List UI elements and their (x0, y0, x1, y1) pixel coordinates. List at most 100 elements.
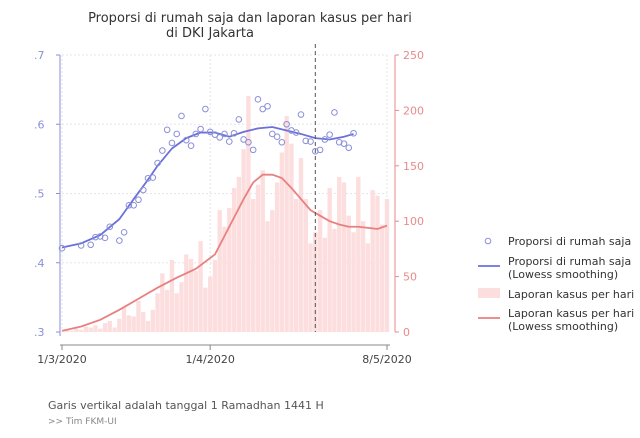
bar-cases (131, 316, 136, 332)
chart-title-line1: Proporsi di rumah saja dan laporan kasus… (88, 11, 412, 26)
left-tick-label: .7 (34, 49, 45, 62)
point-proportion (249, 146, 257, 154)
bar-cases (83, 326, 89, 332)
point-proportion (173, 130, 181, 138)
bar-cases (270, 210, 275, 332)
bar-cases (93, 325, 98, 332)
vertical-line-note: Garis vertikal adalah tanggal 1 Ramadhan… (48, 399, 324, 412)
bar-cases (117, 318, 122, 332)
bar-cases (322, 237, 328, 332)
bar-cases (88, 327, 93, 332)
bar-cases (327, 187, 332, 332)
bar-cases (298, 158, 304, 332)
point-proportion (149, 174, 157, 181)
legend-label: Laporan kasus per hari (508, 307, 634, 320)
bar-cases (160, 273, 165, 332)
point-proportion (221, 130, 228, 138)
legend-label: (Lowess smoothing) (508, 320, 618, 333)
point-proportion (264, 102, 271, 110)
point-proportion (154, 159, 161, 167)
point-proportion (225, 138, 233, 145)
point-proportion (96, 233, 104, 240)
bar-cases (212, 259, 218, 332)
bar-cases (337, 176, 342, 332)
bar-cases (365, 243, 371, 332)
point-proportion (316, 146, 324, 154)
bar-cases (121, 307, 127, 332)
legend-label: (Lowess smoothing) (508, 268, 618, 281)
bar-cases (184, 254, 189, 332)
series-line-cases-lowess (61, 173, 388, 332)
bar-cases (145, 320, 151, 332)
point-proportion (326, 131, 333, 138)
point-proportion (192, 130, 200, 138)
legend-symbol-bar (478, 288, 500, 298)
legend-label: Proporsi di rumah saja (508, 255, 631, 268)
bar-cases (193, 271, 198, 332)
point-proportion (245, 138, 252, 146)
point-proportion (106, 223, 114, 231)
credit-text: >> Tim FKM-UI (48, 417, 117, 427)
bar-cases (360, 221, 366, 332)
bar-cases (351, 232, 356, 332)
chart-title-line2: di DKI Jakarta (166, 26, 254, 41)
point-proportion (163, 126, 171, 134)
bar-cases (341, 182, 347, 332)
bar-cases (332, 228, 337, 332)
bar-cases (136, 300, 141, 332)
bar-cases (74, 328, 79, 332)
bar-cases (64, 329, 69, 332)
point-proportion (92, 233, 99, 241)
left-tick-label: .6 (34, 118, 45, 131)
bar-cases (198, 241, 203, 332)
bar-cases (255, 184, 261, 332)
point-proportion (340, 140, 348, 147)
point-proportion (254, 96, 262, 103)
x-tick-label: 8/5/2020 (362, 353, 411, 366)
bar-cases (69, 330, 74, 332)
point-proportion (312, 147, 319, 155)
point-proportion (159, 147, 166, 154)
point-proportion (178, 112, 185, 120)
point-proportion (335, 138, 343, 146)
point-proportion (197, 125, 204, 133)
point-proportion (350, 129, 357, 137)
legend-symbol-point (484, 237, 492, 245)
bar-cases (279, 152, 285, 332)
point-proportion (302, 137, 310, 145)
point-proportion (87, 241, 94, 249)
bar-cases (260, 170, 265, 332)
bar-cases (274, 182, 280, 332)
bar-cases (375, 195, 380, 332)
left-tick-label: .4 (34, 257, 45, 270)
bar-cases (164, 289, 170, 332)
bar-cases (346, 215, 351, 332)
bar-cases (241, 149, 246, 332)
point-proportion (321, 136, 329, 143)
point-proportion (345, 144, 353, 152)
bar-cases (370, 190, 375, 332)
bar-cases (236, 176, 242, 332)
point-proportion (230, 129, 238, 137)
bar-cases (98, 328, 103, 332)
point-proportion (307, 138, 314, 145)
point-proportion (125, 201, 133, 209)
bar-cases (217, 210, 222, 332)
left-tick-label: .3 (34, 326, 45, 339)
point-proportion (182, 136, 190, 144)
series-line-proportion-lowess (61, 126, 354, 249)
bar-cases (303, 199, 308, 332)
bar-cases (102, 323, 108, 332)
x-tick-label: 1/3/2020 (37, 353, 86, 366)
point-proportion (116, 237, 123, 244)
legend-label: Proporsi di rumah saja (508, 235, 631, 248)
point-proportion (120, 228, 128, 236)
point-proportion (211, 131, 219, 138)
bar-cases (126, 315, 132, 332)
bar-cases (174, 293, 179, 332)
point-proportion (187, 142, 195, 150)
point-proportion (58, 244, 66, 252)
point-proportion (135, 196, 142, 204)
bar-cases (380, 224, 385, 332)
